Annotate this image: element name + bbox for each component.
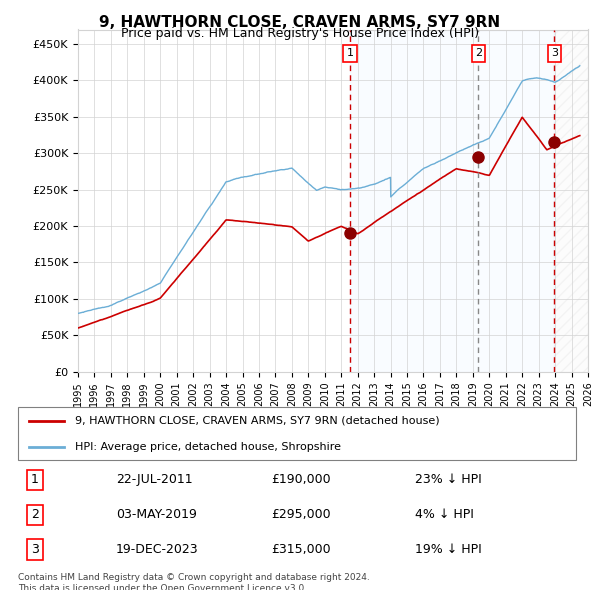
Text: £190,000: £190,000 (271, 473, 331, 486)
Text: £315,000: £315,000 (271, 543, 331, 556)
Text: Contains HM Land Registry data © Crown copyright and database right 2024.
This d: Contains HM Land Registry data © Crown c… (18, 573, 370, 590)
Text: 9, HAWTHORN CLOSE, CRAVEN ARMS, SY7 9RN (detached house): 9, HAWTHORN CLOSE, CRAVEN ARMS, SY7 9RN … (76, 416, 440, 425)
Text: HPI: Average price, detached house, Shropshire: HPI: Average price, detached house, Shro… (76, 442, 341, 451)
Text: 19-DEC-2023: 19-DEC-2023 (116, 543, 199, 556)
Text: 1: 1 (31, 473, 39, 486)
FancyBboxPatch shape (18, 407, 577, 460)
Text: 9, HAWTHORN CLOSE, CRAVEN ARMS, SY7 9RN: 9, HAWTHORN CLOSE, CRAVEN ARMS, SY7 9RN (100, 15, 500, 30)
Text: Price paid vs. HM Land Registry's House Price Index (HPI): Price paid vs. HM Land Registry's House … (121, 27, 479, 40)
Bar (554, 30, 588, 372)
Text: £295,000: £295,000 (271, 508, 331, 522)
Text: 23% ↓ HPI: 23% ↓ HPI (415, 473, 482, 486)
Text: 3: 3 (551, 48, 558, 58)
Bar (350, 30, 554, 372)
Text: 2: 2 (31, 508, 39, 522)
Text: 03-MAY-2019: 03-MAY-2019 (116, 508, 197, 522)
Text: 3: 3 (31, 543, 39, 556)
Text: 1: 1 (347, 48, 354, 58)
Text: 19% ↓ HPI: 19% ↓ HPI (415, 543, 482, 556)
Text: 22-JUL-2011: 22-JUL-2011 (116, 473, 193, 486)
Text: 4% ↓ HPI: 4% ↓ HPI (415, 508, 474, 522)
Text: 2: 2 (475, 48, 482, 58)
Bar (554, 30, 588, 372)
